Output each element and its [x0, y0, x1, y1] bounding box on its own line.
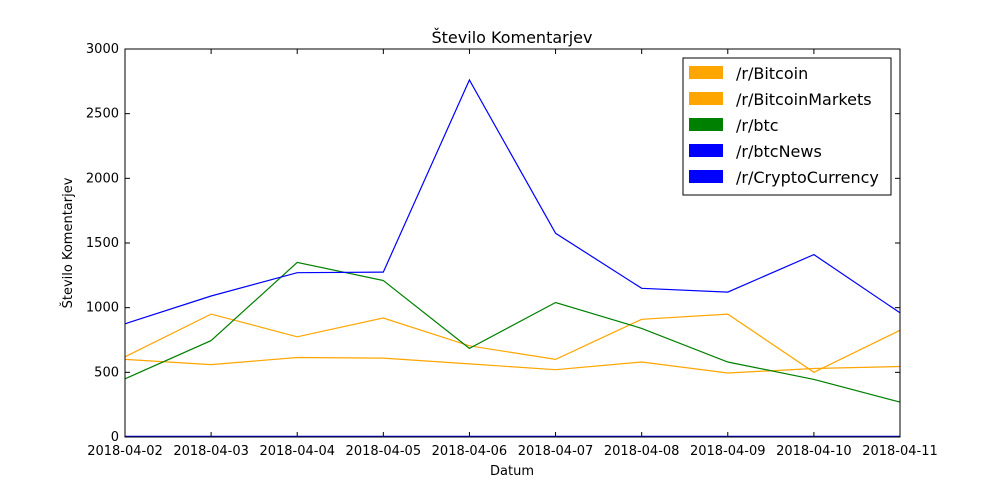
x-tick-label: 2018-04-02 [87, 444, 163, 459]
y-tick-label: 1000 [86, 301, 119, 316]
legend-label-0: /r/Bitcoin [736, 64, 808, 83]
legend: /r/Bitcoin/r/BitcoinMarkets/r/btc/r/btcN… [682, 57, 892, 196]
series-layer [124, 78, 901, 437]
legend-swatch-3 [689, 144, 723, 157]
x-tick-label: 2018-04-07 [518, 444, 594, 459]
series-line-2 [124, 261, 901, 403]
series-line-0 [124, 313, 901, 373]
plot-frame [124, 48, 901, 438]
legend-label-1: /r/BitcoinMarkets [736, 90, 872, 109]
y-axis-label: Število Komentarjev [60, 177, 76, 308]
legend-swatch-1 [689, 92, 723, 105]
legend-swatch-2 [689, 118, 723, 131]
legend-label-4: /r/CryptoCurrency [736, 168, 879, 187]
y-tick-label: 1500 [86, 236, 119, 251]
x-tick-label: 2018-04-11 [862, 444, 938, 459]
legend-swatch-4 [689, 170, 723, 183]
x-tick-label: 2018-04-06 [432, 444, 508, 459]
x-tick-label: 2018-04-04 [259, 444, 335, 459]
chart-title: Število Komentarjev [432, 28, 593, 47]
y-tick-label: 0 [111, 430, 119, 445]
y-tick-label: 2500 [86, 107, 119, 122]
legend-label-3: /r/btcNews [736, 142, 822, 161]
legend-label-2: /r/btc [736, 116, 779, 135]
y-tick-label: 500 [94, 365, 119, 380]
x-tick-label: 2018-04-05 [346, 444, 422, 459]
legend-swatch-0 [689, 66, 723, 79]
x-tick-label: 2018-04-08 [604, 444, 680, 459]
x-axis-label: Datum [490, 464, 534, 479]
x-tick-label: 2018-04-10 [776, 444, 852, 459]
y-tick-label: 2000 [86, 171, 119, 186]
x-tick-label: 2018-04-03 [173, 444, 249, 459]
ticks-layer: 0 500 1000 1500 2000 2500 3000 2018-04-02 2018-0… [86, 42, 938, 459]
y-tick-label: 3000 [86, 42, 119, 57]
x-tick-label: 2018-04-09 [690, 444, 766, 459]
series-line-1 [124, 356, 901, 374]
series-line-3 [124, 78, 901, 325]
